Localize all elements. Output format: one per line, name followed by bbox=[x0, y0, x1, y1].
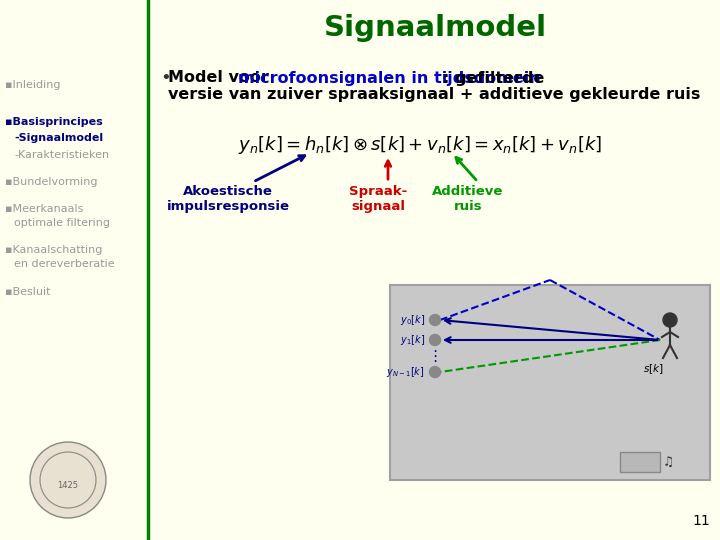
Bar bbox=[390, 285, 710, 480]
Text: ▪Kanaalschatting: ▪Kanaalschatting bbox=[5, 245, 102, 255]
Circle shape bbox=[430, 367, 441, 377]
Text: ▪Inleiding: ▪Inleiding bbox=[5, 80, 60, 90]
Text: microfoonsignalen in tijdsdomein: microfoonsignalen in tijdsdomein bbox=[238, 71, 541, 85]
Text: 1425: 1425 bbox=[58, 481, 78, 489]
Text: -Karakteristieken: -Karakteristieken bbox=[14, 150, 109, 160]
Text: Model voor: Model voor bbox=[168, 71, 274, 85]
Circle shape bbox=[30, 442, 106, 518]
Text: ♫: ♫ bbox=[662, 456, 674, 469]
Text: $y_1[k]$: $y_1[k]$ bbox=[400, 333, 425, 347]
Text: ▪Bundelvorming: ▪Bundelvorming bbox=[5, 177, 97, 187]
Text: ▪Basisprincipes: ▪Basisprincipes bbox=[5, 117, 103, 127]
Text: versie van zuiver spraaksignaal + additieve gekleurde ruis: versie van zuiver spraaksignaal + additi… bbox=[168, 86, 701, 102]
Text: $y_{N-1}[k]$: $y_{N-1}[k]$ bbox=[387, 365, 425, 379]
Text: en dereverberatie: en dereverberatie bbox=[14, 259, 114, 269]
Text: : gefilterde: : gefilterde bbox=[443, 71, 544, 85]
Text: $y_0[k]$: $y_0[k]$ bbox=[400, 313, 425, 327]
Bar bbox=[620, 452, 660, 472]
Text: ⋮: ⋮ bbox=[428, 348, 443, 363]
Text: $y_n[k] = h_n[k] \otimes s[k] + v_n[k] = x_n[k] + v_n[k]$: $y_n[k] = h_n[k] \otimes s[k] + v_n[k] =… bbox=[238, 134, 602, 156]
Text: optimale filtering: optimale filtering bbox=[14, 218, 110, 228]
Circle shape bbox=[430, 314, 441, 326]
Text: ▪Besluit: ▪Besluit bbox=[5, 287, 50, 297]
Text: Akoestische
impulsresponsie: Akoestische impulsresponsie bbox=[166, 185, 289, 213]
Text: Spraak-
signaal: Spraak- signaal bbox=[349, 185, 407, 213]
Circle shape bbox=[430, 334, 441, 346]
Text: Additieve
ruis: Additieve ruis bbox=[432, 185, 504, 213]
Text: Signaalmodel: Signaalmodel bbox=[323, 14, 546, 42]
Text: •: • bbox=[160, 69, 171, 87]
Text: 11: 11 bbox=[692, 514, 710, 528]
Text: -Signaalmodel: -Signaalmodel bbox=[14, 133, 103, 143]
Text: $s[k]$: $s[k]$ bbox=[643, 362, 663, 376]
Text: ▪Meerkanaals: ▪Meerkanaals bbox=[5, 204, 84, 214]
Circle shape bbox=[663, 313, 677, 327]
